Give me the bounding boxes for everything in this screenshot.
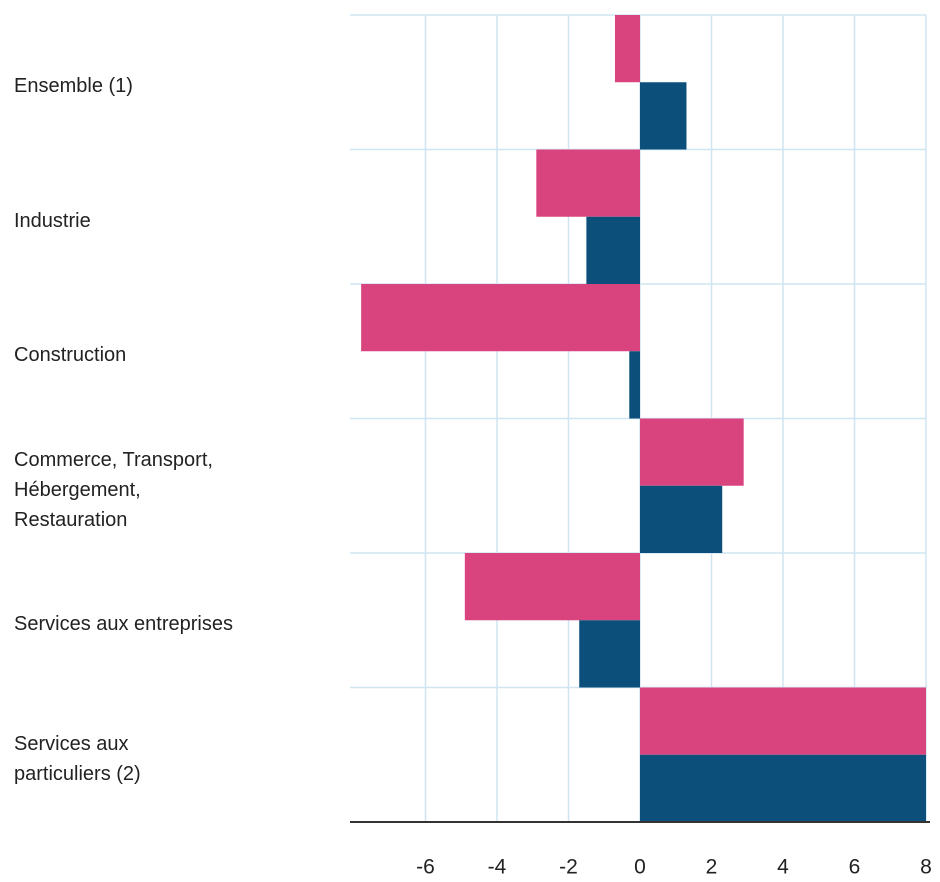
bar — [640, 418, 744, 486]
bar — [640, 485, 723, 553]
category-label: Ensemble (1) — [14, 75, 133, 98]
x-tick-label: 4 — [777, 856, 789, 879]
category-label: Industrie — [14, 209, 91, 232]
x-tick-label: -6 — [416, 856, 435, 879]
category-label: Construction — [14, 344, 127, 367]
bar — [361, 284, 640, 352]
x-tick-label: 8 — [920, 856, 932, 879]
x-tick-label: -4 — [488, 856, 507, 879]
x-tick-label: 2 — [706, 856, 718, 879]
bar — [579, 620, 640, 688]
bar — [640, 754, 926, 822]
bar — [640, 82, 687, 150]
category-label: Services aux entreprises — [14, 613, 233, 636]
x-tick-label: 0 — [634, 856, 646, 879]
bar — [464, 553, 640, 621]
category-label: Services aux particuliers (2) — [14, 732, 141, 785]
category-label: Commerce, Transport, Hébergement, Restau… — [14, 448, 213, 531]
bar — [614, 15, 640, 83]
bar — [629, 351, 640, 419]
x-tick-label: -2 — [559, 856, 578, 879]
x-tick-label: 6 — [849, 856, 861, 879]
bar — [586, 216, 640, 284]
bar — [536, 149, 640, 217]
bar — [640, 687, 926, 755]
